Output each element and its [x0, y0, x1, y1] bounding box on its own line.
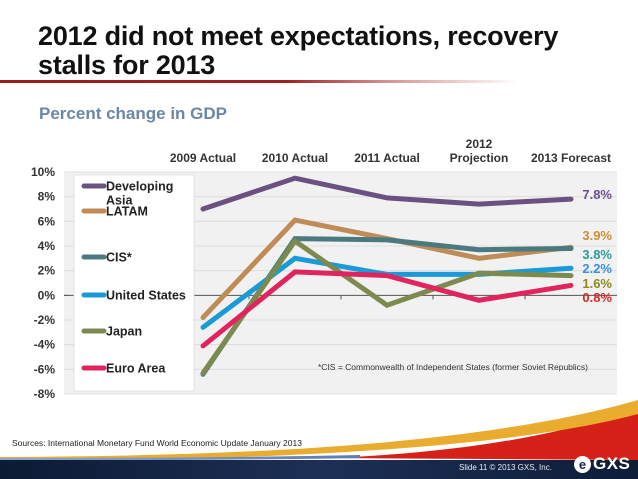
- cis-footnote: *CIS = Commonwealth of Independent State…: [318, 362, 588, 372]
- gxs-logo: e GXS: [574, 454, 630, 474]
- end-value-label: 3.8%: [582, 247, 612, 262]
- y-tick-label: -8%: [34, 387, 56, 401]
- legend-label: CIS*: [106, 251, 132, 265]
- end-value-label: 7.8%: [582, 187, 612, 202]
- chart-subtitle: Percent change in GDP: [39, 104, 227, 123]
- footer-blue-stripe: [0, 455, 360, 461]
- footer-red-wedge: [330, 406, 638, 460]
- end-value-label: 1.6%: [582, 276, 612, 291]
- y-tick-label: -2%: [34, 313, 56, 327]
- footer-band: [0, 400, 638, 479]
- x-category-label: 2012 Projection: [450, 137, 509, 165]
- legend-label: United States: [106, 289, 186, 303]
- end-value-label: 2.2%: [582, 261, 612, 276]
- y-tick-label: 4%: [38, 239, 56, 253]
- y-tick-label: 0%: [38, 288, 56, 302]
- slide-footer: Slide 11 © 2013 GXS, Inc.: [459, 463, 552, 472]
- y-tick-label: 6%: [38, 214, 56, 228]
- series-line-japan: [200, 237, 574, 376]
- y-tick-label: 2%: [38, 264, 56, 278]
- y-tick-label: -4%: [34, 338, 56, 352]
- y-tick-label: 10%: [31, 165, 55, 179]
- legend-label: Developing Asia: [106, 180, 173, 208]
- x-category-label: 2011 Actual: [354, 151, 420, 165]
- series-line-developing-asia: [200, 175, 574, 212]
- end-labels: 7.8% 3.9% 3.8%2.2%1.6%0.8%: [582, 187, 612, 305]
- y-tick-label: 8%: [38, 190, 56, 204]
- sources-note: Sources: International Monetary Fund Wor…: [12, 438, 302, 448]
- y-axis: 10% 8% 6% 4% 2% 0% -2% -4% -6% -8%: [31, 165, 55, 401]
- y-tick-label: -6%: [34, 362, 56, 376]
- gxs-e-logo-icon: e: [574, 455, 591, 473]
- footer-navy-bar: [0, 460, 638, 479]
- end-value-label: 0.8%: [582, 290, 612, 305]
- x-category-label: 2010 Actual: [262, 151, 328, 165]
- legend-label: LATAM: [106, 205, 148, 219]
- x-axis: 2009 Actual 2010 Actual 2011 Actual 2012 Pro…: [170, 137, 611, 165]
- end-value-label: 3.9%: [582, 228, 612, 243]
- title-divider: [0, 80, 520, 83]
- x-category-label: 2009 Actual: [170, 151, 236, 165]
- series-lines: [200, 175, 574, 377]
- footer-gold-swoosh: [0, 400, 638, 462]
- legend-label: Euro Area: [106, 362, 166, 376]
- slide-title: 2012 did not meet expectations, recovery…: [38, 21, 559, 80]
- logo-text: GXS: [593, 454, 631, 473]
- series-line-euro-area: [200, 269, 574, 349]
- legend-label: Japan: [106, 325, 142, 339]
- x-category-label: 2013 Forecast: [531, 151, 611, 165]
